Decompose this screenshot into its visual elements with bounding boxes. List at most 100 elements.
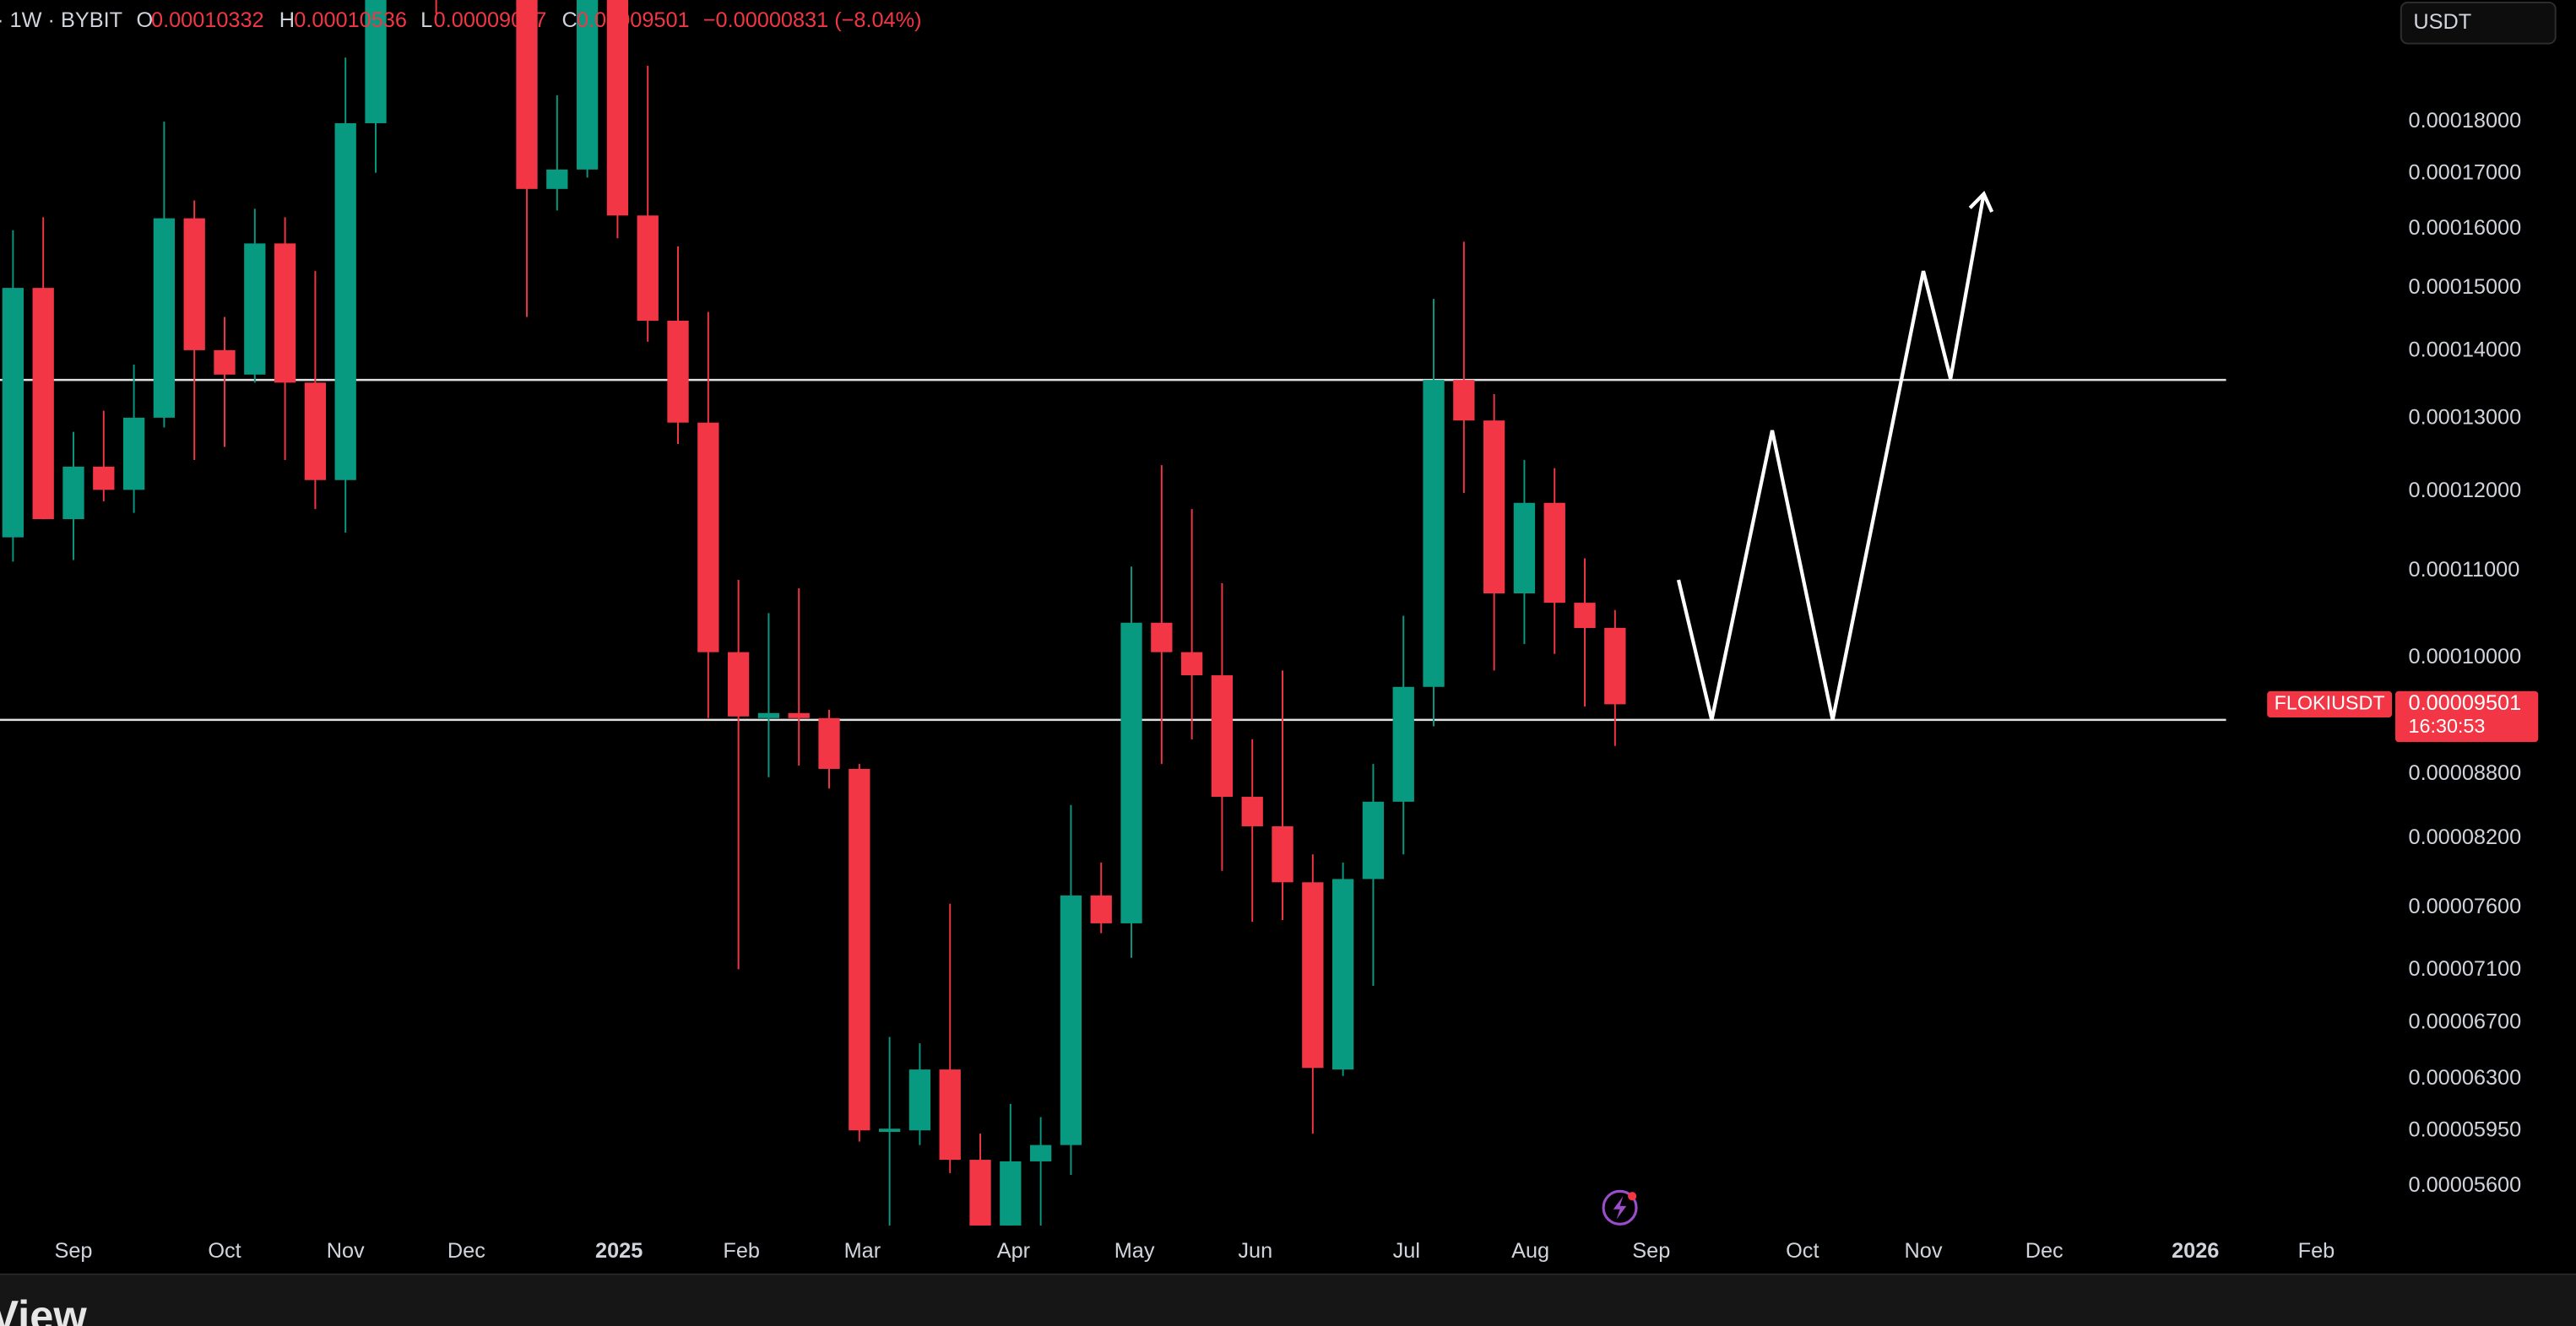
candle-body [274, 243, 296, 383]
candle-body [1604, 627, 1626, 705]
y-tick-label: 0.00014000 [2409, 338, 2522, 361]
currency-button[interactable] [2400, 1, 2557, 45]
candle-body [849, 768, 870, 1131]
price-tag [2394, 690, 2539, 743]
candle-body [1574, 603, 1596, 629]
candle-body [1483, 420, 1505, 593]
candle-body [1180, 652, 1203, 676]
x-tick-label: May [1114, 1239, 1155, 1263]
plot-area [0, 0, 2226, 1226]
icon-bolt[interactable] [1613, 1196, 1627, 1220]
candle-body [62, 466, 84, 520]
candle-body [1543, 502, 1565, 603]
currency-label[interactable]: USDT [2413, 10, 2471, 34]
y-tick-label: 0.00007600 [2409, 895, 2522, 918]
candle-body [1362, 801, 1385, 879]
y-tick-label: 0.00011000 [2409, 558, 2520, 582]
candle-body [244, 243, 266, 375]
x-tick-label: Nov [1905, 1239, 1943, 1263]
x-tick-label: Jul [1393, 1239, 1420, 1263]
x-tick-label: Apr [997, 1239, 1030, 1263]
candle-body [1000, 1161, 1022, 1226]
candle-body [606, 0, 629, 216]
ohlc-label: L [420, 8, 432, 32]
x-tick-label: Feb [723, 1239, 760, 1263]
candle-body [1151, 622, 1173, 652]
symbol-tag-label: FLOKIUSDT [2275, 692, 2385, 714]
candle-body [153, 218, 176, 418]
x-tick-label: Aug [1511, 1239, 1549, 1263]
price-tag-value: 0.00009501 [2409, 691, 2522, 715]
x-tick-label: Oct [1786, 1239, 1819, 1263]
projection-arrowhead [1968, 190, 1994, 213]
candle-body [1120, 622, 1142, 923]
y-tick-label: 0.00006300 [2409, 1066, 2522, 1090]
icon-ring[interactable] [1602, 1189, 1638, 1226]
x-tick-label: Jun [1238, 1239, 1272, 1263]
candle-body [757, 712, 780, 718]
candle-body [637, 215, 659, 321]
x-tick-label: Sep [1632, 1239, 1670, 1263]
candle-body [1331, 879, 1354, 1070]
candle-body [1211, 675, 1234, 798]
y-tick-label: 0.00005600 [2409, 1173, 2522, 1197]
logo-text: View [0, 1292, 87, 1326]
candle-body [1302, 882, 1324, 1069]
candle-body [1272, 825, 1293, 883]
y-tick-label: 0.00007100 [2409, 957, 2522, 981]
x-tick-label: 2026 [2172, 1239, 2219, 1263]
y-tick-label: 0.00008200 [2409, 825, 2522, 849]
ohlc-label: O [137, 8, 154, 32]
candle-body [576, 0, 599, 170]
candle-body [1513, 502, 1536, 593]
candle-body [939, 1069, 961, 1161]
x-tick-label: 2025 [595, 1239, 643, 1263]
x-tick-label: Mar [844, 1239, 881, 1263]
ohlc-value: 0.00009077 [434, 8, 547, 32]
x-tick-label: Nov [327, 1239, 365, 1263]
y-tick-label: 0.00005950 [2409, 1118, 2522, 1142]
y-tick-label: 0.00015000 [2409, 275, 2522, 299]
candle-body [727, 652, 750, 717]
price-tag-countdown: 16:30:53 [2409, 715, 2486, 737]
candle-body [32, 288, 54, 520]
y-tick-label: 0.00012000 [2409, 479, 2522, 502]
ohlc-value: 0.00010332 [151, 8, 264, 32]
change-value: −0.00000831 (−8.04%) [703, 8, 922, 32]
candle-body [969, 1160, 991, 1226]
candle-body [304, 382, 327, 480]
candle-body [1029, 1145, 1052, 1161]
candle-body [1060, 895, 1082, 1145]
candle-body [365, 0, 387, 123]
y-tick-label: 0.00006700 [2409, 1009, 2522, 1033]
x-tick-label: Feb [2298, 1239, 2335, 1263]
y-tick-label: 0.00018000 [2409, 109, 2522, 133]
candle-body [214, 349, 236, 375]
ohlc-value: 0.00009501 [577, 8, 690, 32]
candle-body [818, 717, 840, 769]
y-tick-label: 0.00010000 [2409, 645, 2522, 668]
bottom-bar [0, 1275, 2576, 1326]
candle-body [697, 422, 719, 652]
candle-body [1453, 380, 1475, 421]
candle-body [2, 288, 24, 538]
y-tick-label: 0.00013000 [2409, 405, 2522, 429]
ohlc-label: C [561, 8, 577, 32]
candle-body [1392, 686, 1414, 802]
candle-body [183, 218, 205, 350]
header-symbol: · 1W · BYBIT [0, 8, 122, 32]
symbol-tag [2267, 690, 2393, 717]
candle-body [546, 169, 568, 189]
y-tick-label: 0.00016000 [2409, 216, 2522, 240]
projection-path [1676, 193, 1986, 721]
ohlc-label: H [279, 8, 295, 32]
alert-icon[interactable] [1602, 1189, 1638, 1226]
x-tick-label: Sep [54, 1239, 92, 1263]
candle-body [516, 0, 538, 189]
y-tick-label: 0.00017000 [2409, 161, 2522, 185]
icon-dot[interactable] [1628, 1192, 1637, 1201]
candle-body [788, 712, 810, 718]
